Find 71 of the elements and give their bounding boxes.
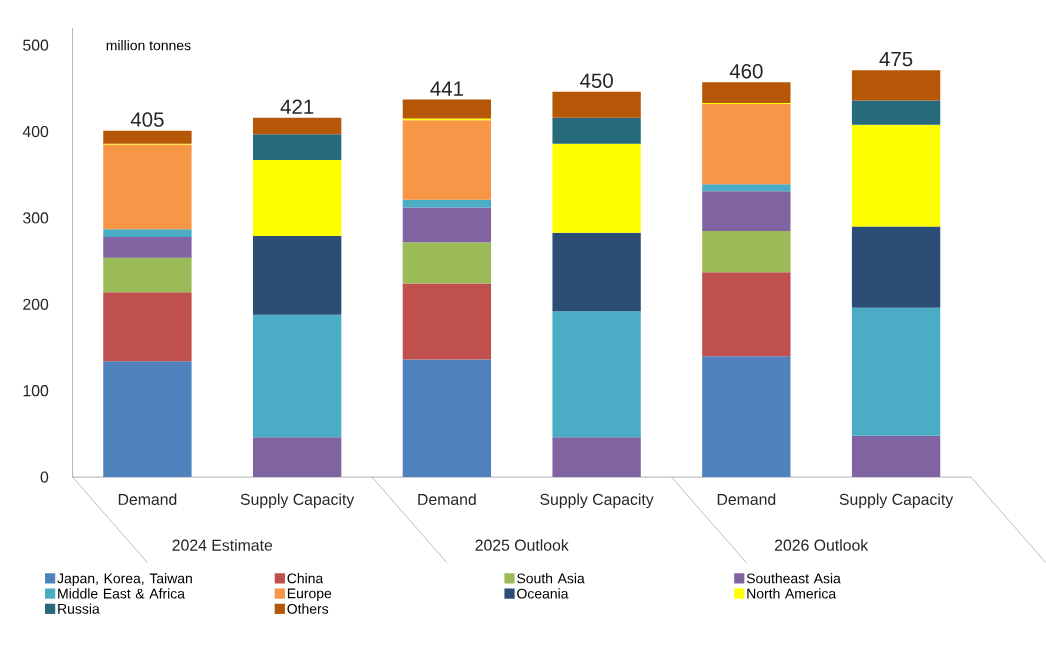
bar bbox=[702, 104, 791, 185]
total-label: 441 bbox=[430, 81, 463, 96]
bar bbox=[552, 232, 641, 312]
bar bbox=[851, 70, 941, 101]
bar bbox=[402, 359, 492, 478]
bar bbox=[702, 231, 791, 273]
legend-label: Southeast Asia bbox=[746, 573, 841, 584]
bar bbox=[402, 120, 492, 201]
text: 2025 Outlook bbox=[475, 539, 569, 552]
bar bbox=[851, 308, 941, 436]
bar bbox=[851, 124, 941, 227]
legend-label: North America bbox=[747, 588, 837, 599]
bar bbox=[702, 82, 791, 104]
bar bbox=[103, 229, 192, 238]
bar bbox=[103, 257, 192, 293]
legend-label: Others bbox=[287, 603, 329, 615]
x-tick-label: Demand bbox=[717, 493, 776, 506]
x-tick-label: Demand bbox=[418, 493, 476, 506]
y-tick-label: 500 bbox=[23, 39, 49, 52]
bar bbox=[702, 356, 791, 478]
x-tick-label: Supply Capacity bbox=[839, 493, 954, 509]
total-label: 450 bbox=[580, 73, 613, 89]
legend-label: Oceania bbox=[517, 588, 569, 599]
bar bbox=[851, 100, 941, 125]
total-label: 421 bbox=[280, 99, 314, 115]
bar bbox=[103, 361, 192, 478]
bar bbox=[851, 226, 941, 309]
y-tick-label: 400 bbox=[22, 126, 49, 138]
y-tick-label: 200 bbox=[23, 298, 49, 311]
bar bbox=[402, 283, 492, 360]
bar bbox=[402, 200, 492, 208]
y-tick-label: 0 bbox=[40, 471, 49, 483]
bar bbox=[402, 242, 492, 284]
y-axis-title: million tonnes bbox=[106, 40, 191, 51]
bar bbox=[252, 437, 342, 478]
bar bbox=[252, 314, 342, 438]
y-tick-label: 300 bbox=[23, 212, 49, 224]
bar bbox=[252, 117, 342, 135]
x-tick-label: Demand bbox=[118, 493, 177, 506]
bar bbox=[252, 160, 342, 237]
bar bbox=[402, 99, 492, 119]
bar bbox=[103, 144, 192, 230]
bar bbox=[103, 292, 192, 362]
bar bbox=[702, 191, 791, 232]
bar bbox=[702, 184, 791, 192]
x-tick-label: Supply Capacity bbox=[540, 493, 654, 509]
bar bbox=[103, 237, 192, 258]
text: 2026 Outlook bbox=[774, 539, 869, 552]
x-tick-label: Supply Capacity bbox=[240, 493, 355, 509]
bar bbox=[552, 117, 641, 144]
bar bbox=[402, 207, 492, 243]
bar bbox=[851, 435, 941, 478]
legend-label: Japan, Korea, Taiwan bbox=[57, 573, 192, 587]
legend-label: South Asia bbox=[517, 573, 585, 584]
bar bbox=[702, 272, 791, 357]
y-tick-label: 100 bbox=[23, 385, 49, 397]
total-label: 460 bbox=[729, 64, 763, 79]
legend-label: China bbox=[287, 573, 324, 584]
bar bbox=[552, 437, 641, 478]
legend-label: Russia bbox=[58, 603, 100, 615]
bar bbox=[252, 236, 342, 315]
legend-label: Europe bbox=[287, 588, 332, 602]
bar bbox=[552, 143, 641, 233]
bar bbox=[552, 92, 641, 118]
bar bbox=[103, 130, 192, 144]
bar bbox=[552, 311, 641, 438]
total-label: 405 bbox=[130, 112, 164, 128]
text: 2024 Estimate bbox=[172, 539, 273, 552]
total-label: 475 bbox=[879, 52, 913, 67]
legend-label: Middle East & Africa bbox=[58, 588, 185, 599]
bar bbox=[252, 134, 342, 161]
